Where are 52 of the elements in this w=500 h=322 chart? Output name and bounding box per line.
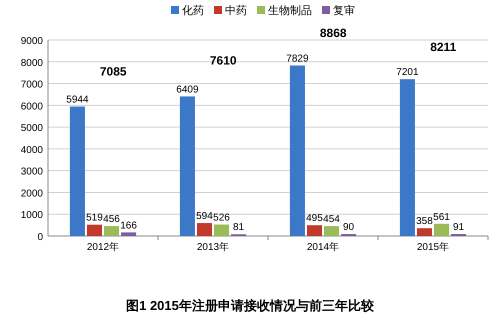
x-tick-label: 2015年: [416, 241, 450, 253]
legend-label: 生物制品: [268, 4, 312, 17]
data-label: 7201: [396, 67, 419, 78]
data-label: 91: [453, 222, 465, 234]
data-label: 81: [233, 222, 245, 234]
bar: [196, 223, 212, 236]
y-tick-label: 0: [37, 232, 44, 243]
y-tick-label: 5000: [20, 123, 44, 134]
data-label: 166: [120, 220, 138, 232]
legend-label: 中药: [225, 4, 247, 17]
data-label: 561: [433, 212, 450, 223]
bar: [180, 96, 195, 236]
data-label: 90: [343, 222, 355, 234]
y-tick-label: 3000: [20, 166, 44, 178]
data-label: 526: [213, 212, 230, 224]
bar: [121, 232, 136, 236]
bar: [400, 79, 415, 236]
data-label: 454: [323, 214, 340, 226]
data-label: 358: [416, 216, 434, 228]
y-tick-label: 6000: [20, 101, 44, 112]
y-tick-label: 4000: [20, 144, 44, 156]
data-label: 5944: [66, 94, 89, 106]
total-label: 7085: [100, 64, 127, 79]
data-label: 456: [103, 214, 120, 226]
bar: [290, 66, 305, 236]
data-label: 6409: [176, 84, 199, 96]
legend-label: 化药: [182, 4, 204, 17]
bar: [416, 228, 432, 236]
bar: [70, 106, 85, 236]
data-label: 495: [306, 213, 324, 224]
y-tick-label: 2000: [20, 188, 44, 200]
bar: [434, 224, 450, 236]
text: 图1 2015年注册申请接收情况与前三年比较: [126, 298, 375, 313]
data-label: 519: [86, 212, 104, 224]
x-tick-label: 2012年: [86, 241, 120, 253]
y-tick-label: 1000: [20, 210, 44, 222]
bar: [306, 225, 322, 236]
data-label: 594: [196, 211, 214, 222]
x-tick-label: 2013年: [196, 241, 230, 253]
y-tick-label: 7000: [20, 80, 44, 91]
total-label: 8868: [320, 26, 347, 40]
legend-label: 复审: [333, 4, 355, 17]
data-label: 7829: [286, 54, 309, 64]
total-label: 8211: [430, 40, 457, 54]
y-tick-label: 8000: [20, 58, 44, 69]
y-tick-label: 9000: [20, 36, 44, 47]
bar: [104, 226, 120, 236]
x-tick-label: 2014年: [306, 241, 340, 253]
bar: [86, 224, 102, 236]
bar: [324, 226, 340, 236]
total-label: 7610: [210, 53, 237, 68]
bar: [214, 224, 230, 236]
